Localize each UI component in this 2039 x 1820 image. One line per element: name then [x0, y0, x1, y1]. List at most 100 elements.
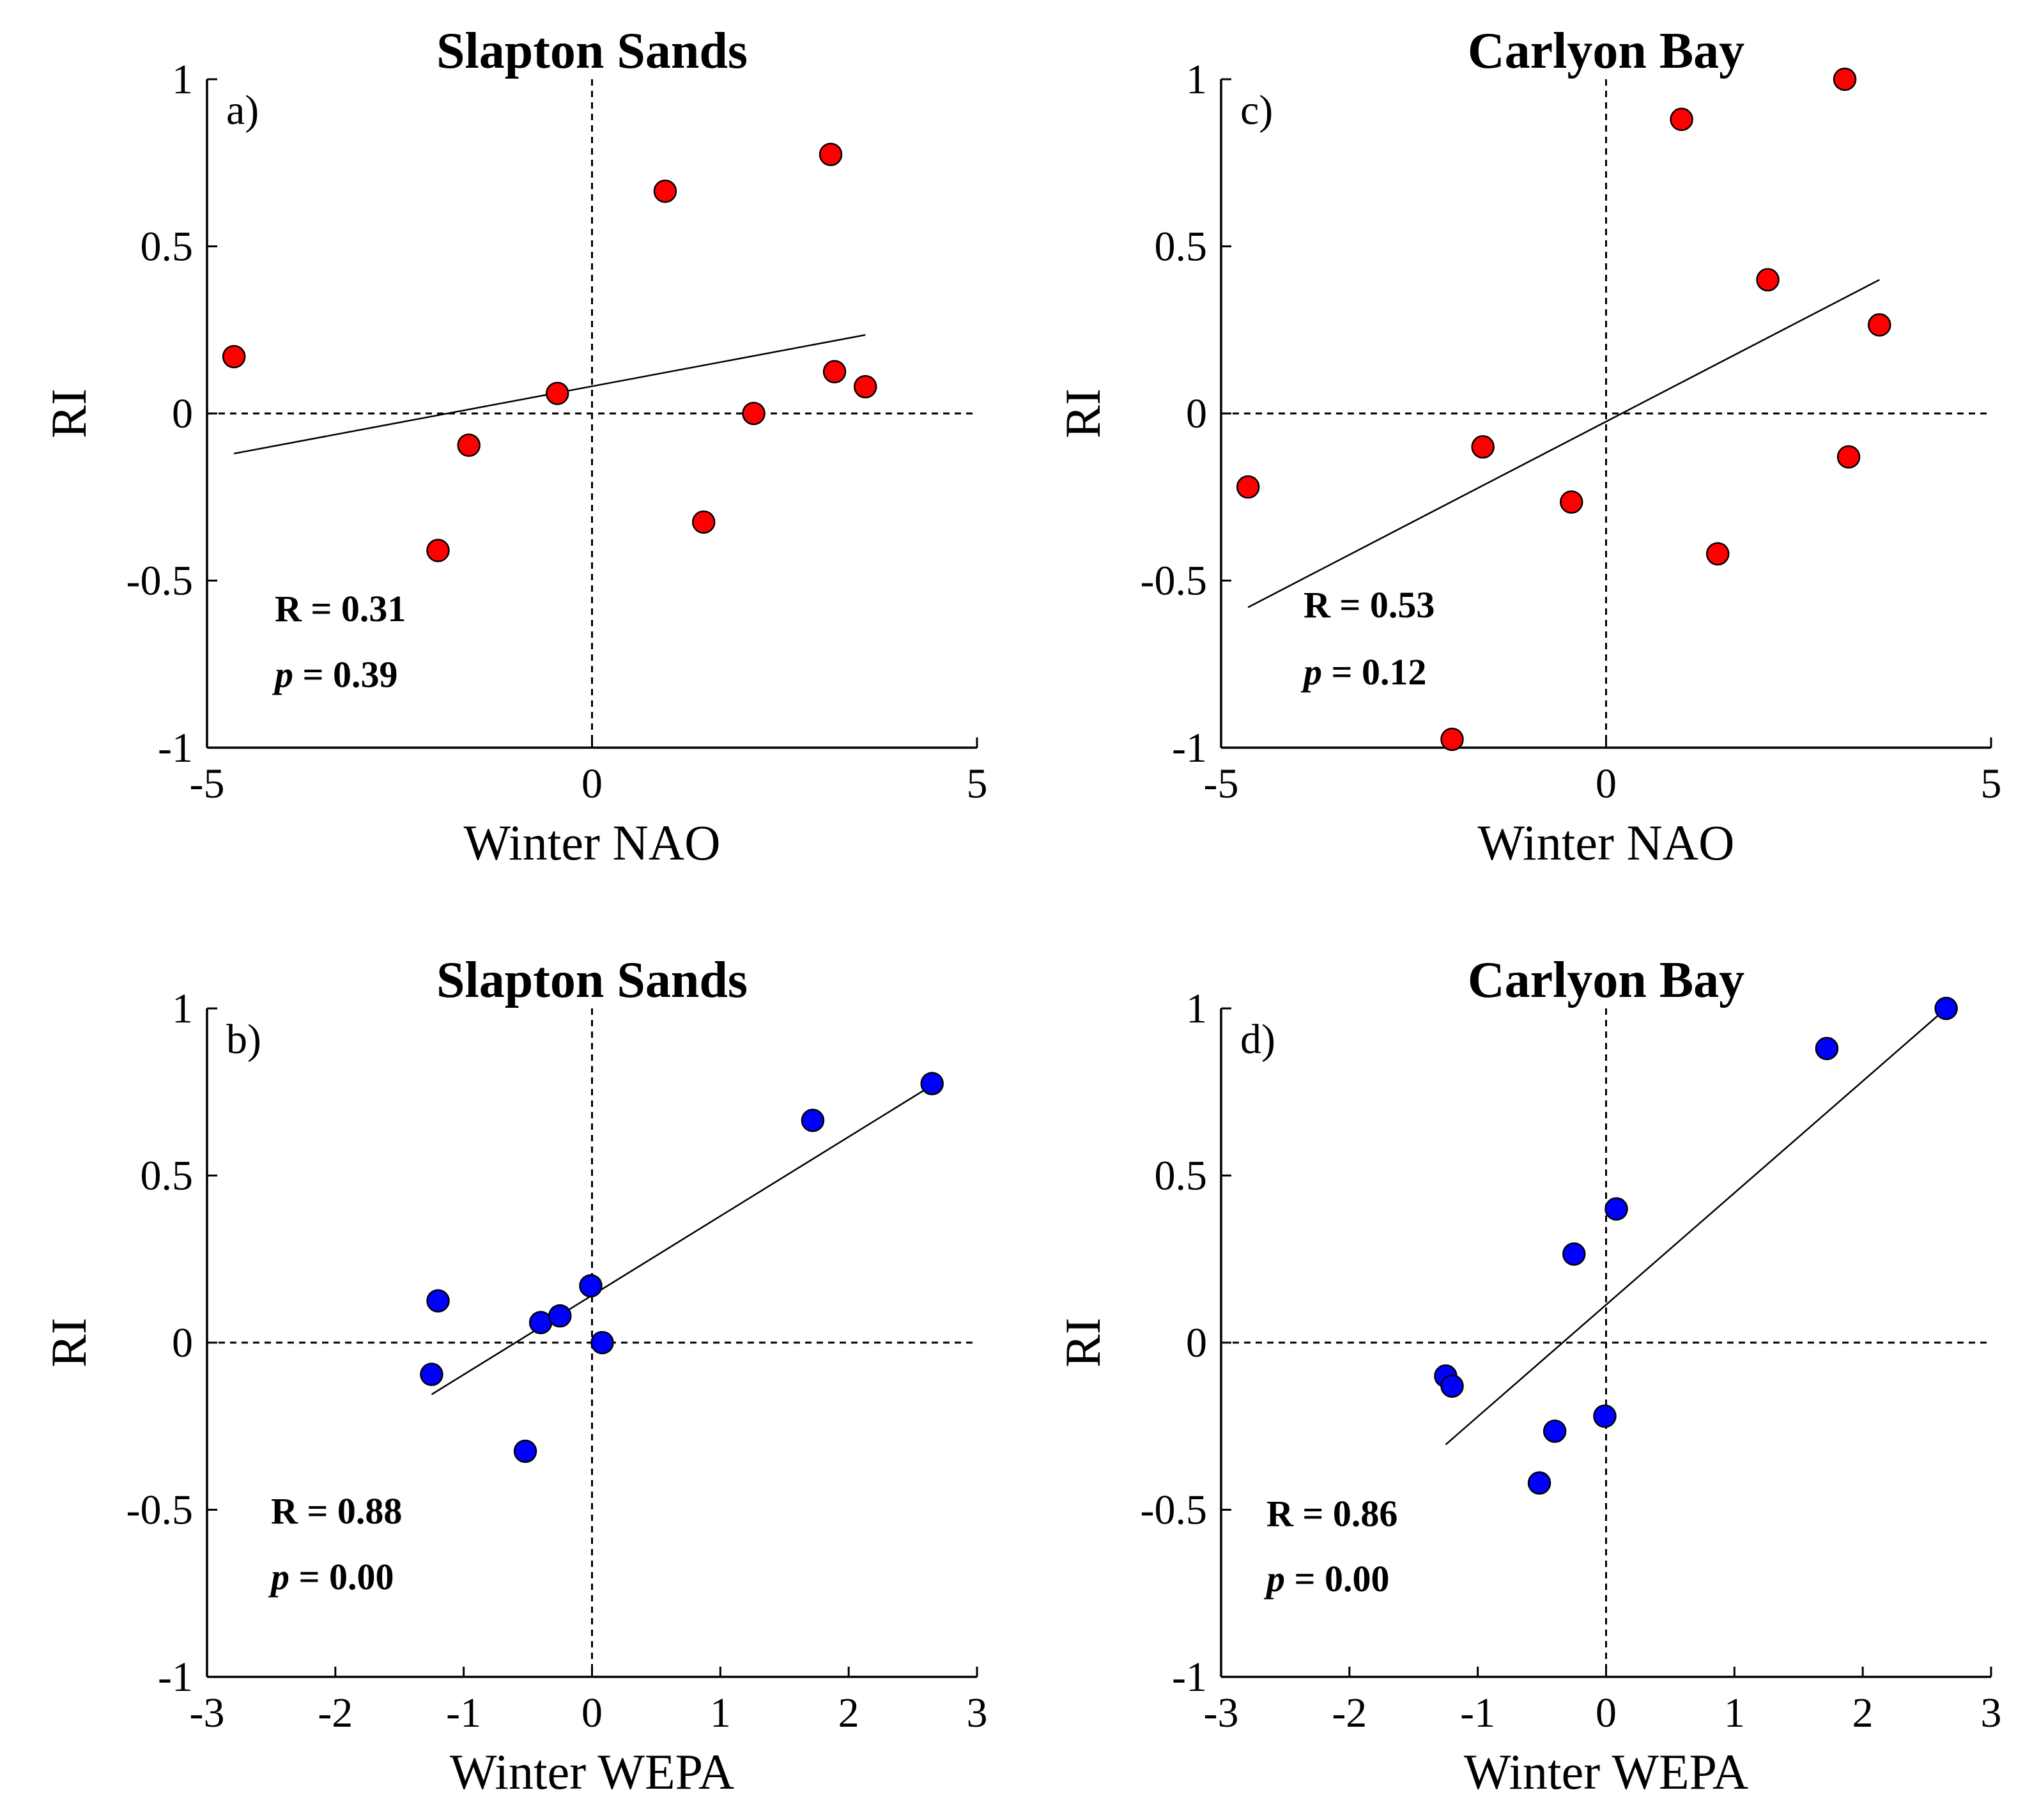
- p-symbol: p: [1263, 1558, 1285, 1600]
- y-tick-label: 0.5: [141, 1153, 194, 1199]
- y-tick-label: 1: [172, 985, 193, 1032]
- y-tick-label: 0.5: [141, 224, 194, 270]
- data-point: [1440, 727, 1464, 752]
- x-tick-label: 5: [1981, 760, 2002, 807]
- x-tick-label: 1: [1724, 1690, 1745, 1736]
- x-tick-label: 0: [1596, 760, 1617, 807]
- r-value: R = 0.86: [1266, 1493, 1397, 1534]
- panel-title: Slapton Sands: [436, 23, 748, 79]
- data-point: [819, 143, 843, 166]
- data-point: [528, 1311, 553, 1334]
- x-tick-label: 0: [1596, 1690, 1617, 1736]
- panel-title: Slapton Sands: [436, 952, 748, 1008]
- panel-a: Slapton Sands -5 0 5 -1 -0.5 0 0.5 1 Winter NAO RI…: [41, 23, 988, 870]
- x-tick-label: -5: [190, 760, 225, 807]
- x-tick-label: -2: [318, 1690, 353, 1736]
- y-tick-label: 0: [1186, 390, 1207, 437]
- p-number: = 0.12: [1322, 651, 1427, 693]
- panel-c: Carlyon Bay -5 0 5 -1 -0.5 0 0.5 1 Winter NAO RI c)…: [1055, 23, 2002, 870]
- x-axis-label: Winter NAO: [1478, 815, 1735, 870]
- y-tick-label: -0.5: [1141, 1487, 1207, 1534]
- p-number: = 0.39: [293, 654, 398, 695]
- data-point: [1527, 1471, 1551, 1495]
- data-point: [1440, 1374, 1464, 1398]
- y-axis-label: RI: [41, 1318, 96, 1368]
- data-point: [1836, 445, 1861, 469]
- data-point: [546, 382, 569, 405]
- p-symbol: p: [1300, 651, 1322, 693]
- data-point: [742, 401, 766, 426]
- data-point: [920, 1072, 944, 1095]
- panel-letter: c): [1240, 87, 1273, 134]
- x-axis-label: Winter WEPA: [1464, 1744, 1748, 1800]
- data-point: [1593, 1404, 1617, 1428]
- data-point: [1562, 1242, 1586, 1266]
- x-tick-label: 5: [967, 760, 988, 807]
- p-number: = 0.00: [1285, 1558, 1390, 1600]
- panel-title: Carlyon Bay: [1468, 952, 1744, 1008]
- y-axis-label: RI: [1055, 1318, 1111, 1368]
- y-tick-label: -0.5: [127, 1487, 193, 1534]
- x-tick-label: 2: [1852, 1690, 1874, 1736]
- data-point: [590, 1330, 614, 1355]
- x-tick-label: -3: [1204, 1690, 1239, 1736]
- p-value: p = 0.12: [1300, 651, 1427, 693]
- y-tick-label: 1: [1186, 985, 1207, 1032]
- p-number: = 0.00: [289, 1556, 394, 1598]
- panel-letter: d): [1240, 1016, 1275, 1063]
- data-point: [1604, 1197, 1628, 1221]
- p-symbol: p: [268, 1556, 289, 1598]
- data-point: [222, 344, 246, 369]
- data-point: [1833, 67, 1857, 91]
- x-tick-label: 1: [710, 1690, 731, 1736]
- y-tick-label: 0: [172, 390, 193, 437]
- data-point: [1756, 268, 1780, 292]
- r-value: R = 0.31: [275, 588, 406, 629]
- r-value: R = 0.88: [271, 1490, 402, 1532]
- data-point: [548, 1304, 572, 1328]
- y-axis-label: RI: [1055, 389, 1111, 438]
- y-tick-label: -1: [158, 725, 193, 771]
- data-point: [1868, 313, 1891, 337]
- data-point: [1543, 1419, 1567, 1443]
- x-tick-label: 2: [838, 1690, 859, 1736]
- y-tick-label: 1: [172, 56, 193, 103]
- data-point: [513, 1439, 537, 1463]
- x-tick-label: 3: [1981, 1690, 2002, 1736]
- data-point: [579, 1274, 603, 1298]
- x-tick-label: 3: [967, 1690, 988, 1736]
- data-point: [691, 510, 716, 534]
- panel-letter: a): [226, 87, 259, 134]
- y-tick-label: 0: [172, 1320, 193, 1366]
- data-point: [1560, 490, 1583, 514]
- x-tick-label: 0: [581, 1690, 603, 1736]
- data-point: [426, 1289, 450, 1313]
- p-value: p = 0.39: [272, 654, 398, 695]
- p-value: p = 0.00: [268, 1556, 394, 1598]
- y-tick-label: -1: [158, 1654, 193, 1700]
- x-axis-label: Winter NAO: [464, 815, 721, 870]
- x-axis-label: Winter WEPA: [450, 1744, 734, 1800]
- x-tick-label: -2: [1332, 1690, 1367, 1736]
- p-value: p = 0.00: [1263, 1558, 1390, 1600]
- y-tick-label: 0: [1186, 1320, 1207, 1366]
- panel-b: Slapton Sands -3 -2 -1 0 1 2 3 -1 -0.5 0 0.5 1 Winter…: [41, 952, 988, 1800]
- panel-d: Carlyon Bay -3 -2 -1 0 1 2 3 -1 -0.5 0 0.5 1 Winter W…: [1055, 952, 2002, 1800]
- y-tick-label: -0.5: [1141, 558, 1207, 605]
- data-point: [420, 1362, 443, 1386]
- data-point: [1236, 475, 1260, 499]
- panel-letter: b): [226, 1016, 261, 1063]
- data-point: [653, 179, 677, 203]
- x-tick-label: 0: [581, 760, 603, 807]
- data-point: [822, 360, 847, 383]
- x-tick-label: -1: [446, 1690, 481, 1736]
- data-point: [1670, 107, 1693, 132]
- y-tick-label: -1: [1172, 1654, 1207, 1700]
- y-axis-label: RI: [41, 389, 96, 438]
- y-tick-label: -0.5: [127, 558, 193, 605]
- x-tick-label: -1: [1460, 1690, 1495, 1736]
- p-symbol: p: [272, 654, 293, 695]
- data-point: [1705, 542, 1730, 566]
- y-tick-label: 0.5: [1155, 224, 1208, 270]
